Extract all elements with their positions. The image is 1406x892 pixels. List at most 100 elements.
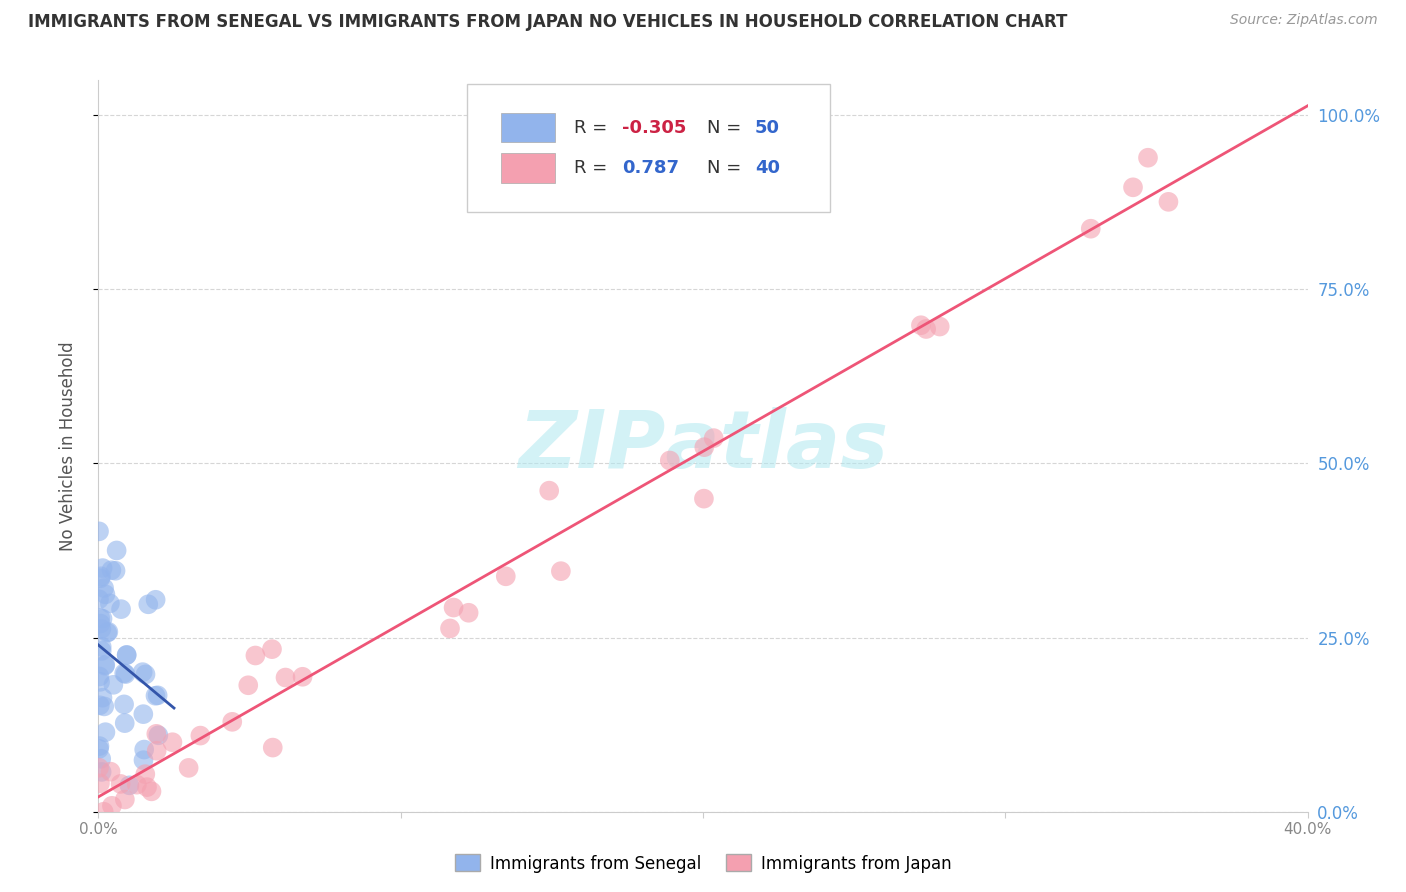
- Point: [221, 714, 243, 729]
- Point: [93, 805, 115, 819]
- Point: [91, 561, 114, 575]
- Point: [94, 725, 117, 739]
- Point: [134, 767, 156, 781]
- Point: [262, 740, 284, 755]
- Point: [177, 761, 200, 775]
- Point: [90, 752, 112, 766]
- Point: [141, 784, 163, 798]
- Point: [94, 658, 117, 673]
- Text: N =: N =: [707, 119, 741, 136]
- Point: [93, 581, 115, 595]
- Text: R =: R =: [574, 159, 607, 177]
- FancyBboxPatch shape: [501, 153, 555, 183]
- Point: [495, 569, 517, 583]
- Point: [87, 742, 110, 756]
- Point: [100, 563, 122, 577]
- Text: ZIP​atlas: ZIP​atlas: [517, 407, 889, 485]
- Y-axis label: No Vehicles in Household: No Vehicles in Household: [59, 341, 77, 551]
- Point: [89, 571, 111, 585]
- Point: [148, 728, 170, 742]
- Point: [131, 665, 153, 680]
- Point: [101, 798, 124, 813]
- Point: [245, 648, 267, 663]
- Point: [90, 622, 112, 636]
- Point: [145, 727, 167, 741]
- Point: [928, 319, 950, 334]
- Point: [115, 648, 138, 662]
- Point: [89, 674, 111, 689]
- Point: [134, 742, 156, 756]
- Point: [91, 612, 114, 626]
- Point: [98, 596, 121, 610]
- Point: [87, 524, 110, 539]
- Point: [104, 564, 127, 578]
- Point: [190, 729, 212, 743]
- Text: 50: 50: [755, 119, 780, 136]
- Point: [910, 318, 932, 333]
- Point: [145, 592, 167, 607]
- Point: [114, 716, 136, 731]
- Point: [87, 761, 110, 775]
- Point: [439, 622, 461, 636]
- Text: -0.305: -0.305: [621, 119, 686, 136]
- Point: [90, 569, 112, 583]
- Point: [915, 322, 938, 336]
- Point: [90, 616, 112, 631]
- Point: [118, 778, 141, 792]
- Point: [136, 780, 159, 794]
- Point: [112, 666, 135, 681]
- Point: [1157, 194, 1180, 209]
- Point: [260, 642, 283, 657]
- Point: [114, 792, 136, 806]
- Point: [132, 753, 155, 767]
- Point: [105, 543, 128, 558]
- Point: [693, 491, 716, 506]
- Point: [103, 678, 125, 692]
- Point: [1136, 151, 1159, 165]
- Text: 40: 40: [755, 159, 780, 177]
- Point: [110, 777, 132, 791]
- FancyBboxPatch shape: [501, 113, 555, 143]
- Point: [90, 644, 112, 658]
- Point: [291, 670, 314, 684]
- Text: N =: N =: [707, 159, 741, 177]
- Point: [90, 764, 112, 779]
- Point: [693, 440, 716, 454]
- Point: [89, 698, 111, 713]
- Point: [132, 707, 155, 722]
- Point: [162, 735, 184, 749]
- Point: [703, 431, 725, 445]
- Point: [274, 671, 297, 685]
- Point: [112, 698, 135, 712]
- Point: [87, 592, 110, 607]
- Point: [125, 778, 148, 792]
- Point: [91, 690, 114, 705]
- Point: [115, 648, 138, 662]
- Point: [114, 667, 136, 681]
- Point: [135, 667, 157, 681]
- Text: Source: ZipAtlas.com: Source: ZipAtlas.com: [1230, 13, 1378, 28]
- Point: [443, 600, 465, 615]
- Point: [93, 699, 115, 714]
- Point: [146, 689, 169, 703]
- Point: [238, 678, 260, 692]
- Text: IMMIGRANTS FROM SENEGAL VS IMMIGRANTS FROM JAPAN NO VEHICLES IN HOUSEHOLD CORREL: IMMIGRANTS FROM SENEGAL VS IMMIGRANTS FR…: [28, 13, 1067, 31]
- Point: [89, 776, 111, 790]
- Point: [96, 625, 118, 640]
- Legend: Immigrants from Senegal, Immigrants from Japan: Immigrants from Senegal, Immigrants from…: [449, 847, 957, 880]
- Point: [94, 657, 117, 672]
- Text: R =: R =: [574, 119, 607, 136]
- Point: [538, 483, 561, 498]
- Point: [94, 587, 117, 601]
- Point: [110, 602, 132, 616]
- Point: [136, 597, 159, 611]
- Point: [145, 689, 167, 703]
- Text: 0.787: 0.787: [621, 159, 679, 177]
- Point: [457, 606, 479, 620]
- Point: [1080, 221, 1102, 235]
- Point: [89, 669, 111, 683]
- Point: [1122, 180, 1144, 194]
- Point: [550, 564, 572, 578]
- Point: [100, 764, 122, 779]
- FancyBboxPatch shape: [467, 84, 830, 212]
